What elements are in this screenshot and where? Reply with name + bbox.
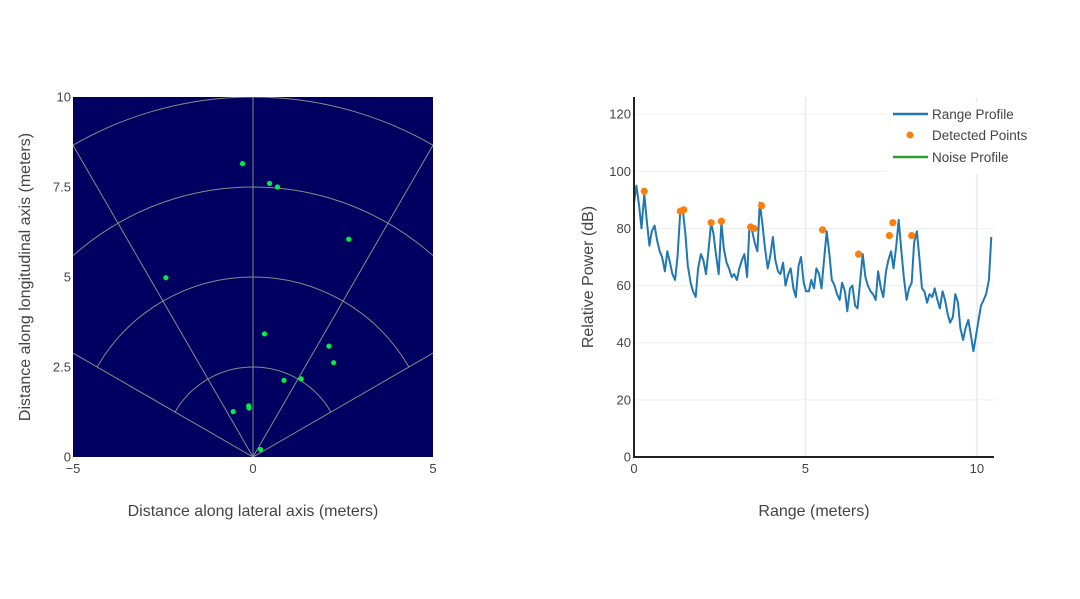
x-tick-label: 0 (630, 461, 637, 476)
detected-object-point (266, 180, 273, 186)
range-profile-x-tick-labels: 0 5 10 (630, 461, 984, 476)
x-tick-label: −5 (66, 461, 81, 476)
detected-object-point (331, 360, 337, 366)
detected-point-marker (750, 224, 758, 233)
range-profile-panel: 0 5 10 0 20 40 60 80 100 120 Range (meters) Rela… (580, 97, 1037, 520)
detected-point-marker (717, 217, 726, 225)
range-profile-line (633, 184, 993, 353)
angle-spoke (252, 144, 433, 457)
scatter-x-axis-label: Distance along lateral axis (meters) (128, 503, 379, 520)
detected-point-marker (818, 226, 827, 234)
detected-object-point (298, 376, 304, 382)
detected-point-marker (889, 219, 897, 227)
range-profile-x-axis-label: Range (meters) (758, 503, 869, 520)
range-ring (174, 366, 332, 413)
legend-label-noise-profile: Noise Profile (932, 150, 1009, 165)
legend-swatch-detected-points (906, 131, 914, 139)
y-tick-label: 80 (617, 221, 631, 236)
legend-item-range-profile[interactable]: Range Profile (893, 107, 1014, 122)
scatter-y-axis-label: Distance along longitudinal axis (meters… (17, 133, 34, 421)
detected-object-point (281, 377, 287, 383)
detected-object-point (346, 236, 352, 242)
range-profile-axes (633, 97, 994, 458)
detected-point-marker (680, 206, 688, 214)
detected-point-marker (854, 250, 863, 258)
range-profile-y-tick-labels: 0 20 40 60 80 100 120 (609, 107, 631, 465)
legend-label-range-profile: Range Profile (932, 107, 1014, 122)
legend-item-noise-profile[interactable]: Noise Profile (893, 150, 1009, 165)
scatter-points (163, 161, 352, 453)
detected-point-marker (885, 231, 894, 240)
detected-point-marker (640, 187, 648, 195)
angle-spoke (252, 352, 433, 457)
legend[interactable]: Range Profile Detected Points Noise Prof… (887, 102, 1037, 174)
y-tick-label: 2.5 (53, 360, 71, 375)
legend-label-detected-points: Detected Points (932, 128, 1028, 143)
detected-object-point (163, 275, 169, 281)
detected-object-point (246, 405, 252, 411)
scatter-y-tick-labels: 0 2.5 5 7.5 10 (53, 90, 71, 465)
y-tick-label: 0 (64, 450, 71, 465)
x-tick-label: 5 (802, 461, 809, 476)
detected-point-marker (908, 231, 916, 240)
detected-object-point (326, 343, 332, 349)
y-tick-label: 7.5 (53, 180, 71, 195)
scatter-x-tick-labels: −5 0 5 (66, 461, 437, 476)
detected-object-point (261, 331, 268, 337)
y-tick-label: 10 (57, 90, 71, 105)
range-ring (96, 276, 410, 368)
x-tick-label: 0 (249, 461, 256, 476)
legend-item-detected-points[interactable]: Detected Points (906, 128, 1028, 143)
x-tick-label: 5 (429, 461, 436, 476)
detected-object-point (257, 446, 264, 453)
range-profile-y-axis-label: Relative Power (dB) (580, 206, 597, 348)
y-tick-label: 120 (609, 107, 631, 122)
y-tick-label: 20 (617, 392, 631, 407)
y-tick-label: 40 (617, 335, 631, 350)
y-tick-label: 60 (617, 278, 631, 293)
detected-point-marker (757, 201, 766, 210)
angle-spoke (73, 352, 254, 457)
angle-spoke (73, 144, 254, 457)
scatter-panel: −5 0 5 02.557.510 Distance along lateral a… (17, 90, 437, 521)
y-tick-label: 0 (624, 450, 631, 465)
detected-point-marker (707, 219, 715, 227)
y-tick-label: 5 (64, 270, 71, 285)
detected-object-point (274, 184, 281, 190)
detected-points-series (640, 187, 916, 258)
y-tick-label: 100 (609, 164, 631, 179)
detected-object-point (239, 161, 246, 167)
range-ring (73, 186, 433, 257)
range-ring (73, 97, 433, 146)
scatter-polar-grid (73, 97, 433, 457)
x-tick-label: 10 (970, 461, 984, 476)
range-profile-series (633, 184, 993, 353)
detected-object-point (230, 409, 236, 415)
